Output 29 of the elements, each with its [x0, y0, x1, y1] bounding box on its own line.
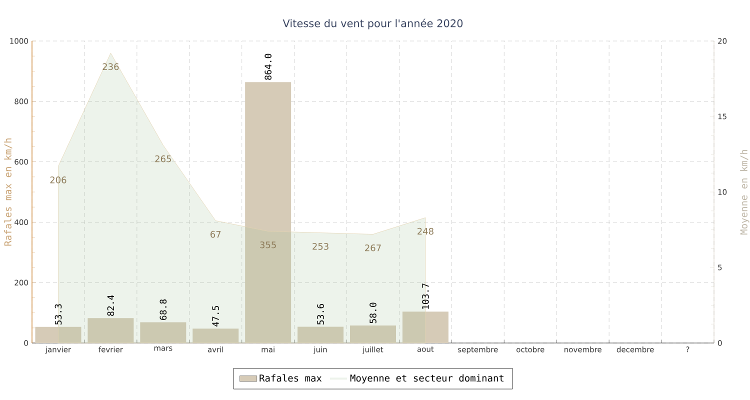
annotation: 267 — [365, 244, 381, 252]
bar — [350, 325, 396, 343]
y2-axis-title: Moyenne en km/h — [740, 150, 750, 235]
annotation: 236 — [102, 63, 119, 70]
bar — [402, 312, 448, 343]
bar — [140, 322, 186, 343]
legend-label: Rafales max — [260, 374, 322, 382]
data-label: 47.5 — [212, 306, 219, 326]
data-label: 68.8 — [160, 299, 167, 320]
annotation: 265 — [155, 155, 171, 162]
data-label: 53.3 — [54, 304, 62, 325]
data-label: 82.4 — [107, 295, 114, 316]
legend-label: Moyenne et secteur dominant — [350, 374, 504, 384]
annotation: 253 — [312, 242, 328, 250]
bar — [88, 318, 134, 343]
data-label: 103.7 — [422, 284, 429, 309]
annotation: 248 — [418, 228, 434, 235]
bar — [35, 326, 82, 343]
bar — [192, 328, 239, 343]
data-label: 58.0 — [370, 302, 376, 324]
annotation: 355 — [260, 241, 276, 248]
chart-title: Vitesse du vent pour l'année 2020 — [282, 18, 463, 30]
annotation: 67 — [210, 230, 221, 238]
bar — [298, 326, 344, 343]
bar — [245, 82, 292, 343]
data-label: 864.0 — [264, 54, 272, 80]
data-label: 53.6 — [317, 304, 324, 324]
y-axis-title: Rafales max en km/h — [4, 138, 12, 246]
annotation: 206 — [50, 176, 66, 184]
